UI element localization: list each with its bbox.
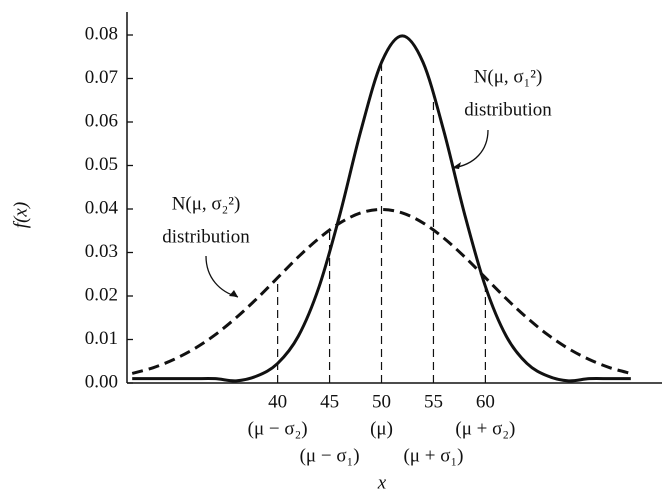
x-tick-label: 45 — [320, 391, 339, 412]
x-axis-label: x — [377, 472, 387, 493]
y-tick-label: 0.05 — [85, 154, 118, 175]
annotation: N(μ, σ₂²) — [172, 193, 241, 214]
y-tick-label: 0.01 — [85, 328, 118, 349]
annotation: N(μ, σ₁²) — [474, 66, 543, 87]
y-axis-label: f(x) — [10, 202, 31, 228]
annotation: distribution — [162, 226, 250, 247]
y-tick-label: 0.07 — [85, 67, 118, 88]
arrow-head — [229, 290, 238, 297]
x-tick-sublabel: (μ + σ₂) — [455, 418, 515, 439]
annotation-arrow — [205, 255, 239, 298]
x-tick-sublabel: (μ + σ₁) — [403, 445, 463, 466]
annotation: distribution — [464, 99, 552, 120]
x-tick-label: 60 — [476, 391, 495, 412]
x-tick-label: 40 — [268, 391, 287, 412]
x-tick-sublabel: (μ − σ₂) — [248, 418, 308, 439]
x-tick-sublabel: (μ) — [370, 418, 393, 439]
curve — [132, 34, 631, 383]
y-tick-label: 0.03 — [85, 241, 118, 262]
x-tick-label: 55 — [424, 391, 443, 412]
y-tick-label: 0.06 — [85, 110, 118, 131]
x-tick-label: 50 — [372, 391, 391, 412]
y-tick-label: 0.00 — [85, 371, 118, 392]
annotation-arrow — [451, 129, 489, 169]
x-tick-sublabel: (μ − σ₁) — [300, 445, 360, 466]
y-tick-label: 0.08 — [85, 23, 118, 44]
y-tick-label: 0.04 — [85, 197, 119, 218]
curve — [131, 207, 632, 375]
y-tick-label: 0.02 — [85, 284, 118, 305]
